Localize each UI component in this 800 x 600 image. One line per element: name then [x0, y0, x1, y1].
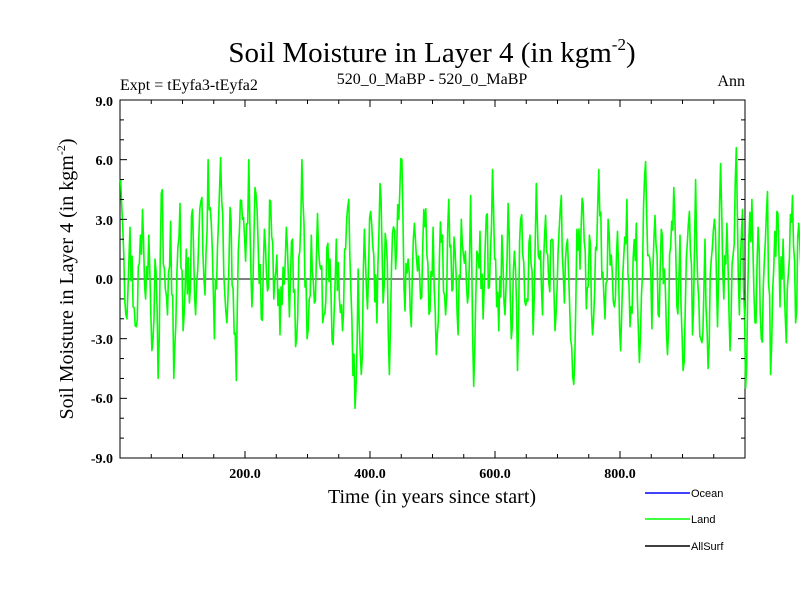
legend-label-ocean: Ocean	[691, 488, 723, 500]
x-axis-label: Time (in years since start)	[328, 486, 536, 508]
x-tick-label: 400.0	[354, 467, 386, 482]
y-tick-label: -9.0	[91, 452, 113, 467]
subtitle-right: Ann	[717, 73, 745, 90]
legend-label-land: Land	[691, 514, 715, 526]
y-tick-label: -3.0	[91, 333, 113, 348]
chart-title: Soil Moisture in Layer 4 (in kgm-2)	[228, 35, 635, 69]
y-tick-label: 0.0	[96, 273, 114, 288]
x-tick-label: 200.0	[229, 467, 261, 482]
y-tick-labels: 9.0 6.0 3.0 0.0 -3.0 -6.0 -9.0	[91, 95, 113, 467]
legend: Ocean Land AllSurf	[645, 488, 724, 553]
y-tick-label: 9.0	[96, 95, 114, 110]
x-tick-labels: 200.0 400.0 600.0 800.0	[229, 467, 636, 482]
y-tick-label: 3.0	[96, 214, 114, 229]
x-tick-label: 800.0	[604, 467, 636, 482]
y-tick-label: 6.0	[96, 154, 114, 169]
x-tick-label: 600.0	[479, 467, 511, 482]
subtitle-left: Expt = tEyfa3-tEyfa2	[120, 77, 258, 94]
legend-label-allsurf: AllSurf	[691, 541, 724, 553]
series-land-line	[119, 146, 800, 410]
y-tick-label: -6.0	[91, 392, 113, 407]
axis-ticks	[119, 99, 746, 459]
subtitle-center: 520_0_MaBP - 520_0_MaBP	[337, 71, 528, 88]
y-axis-label: Soil Moisture in Layer 4 (in kgm-2)	[54, 138, 78, 419]
